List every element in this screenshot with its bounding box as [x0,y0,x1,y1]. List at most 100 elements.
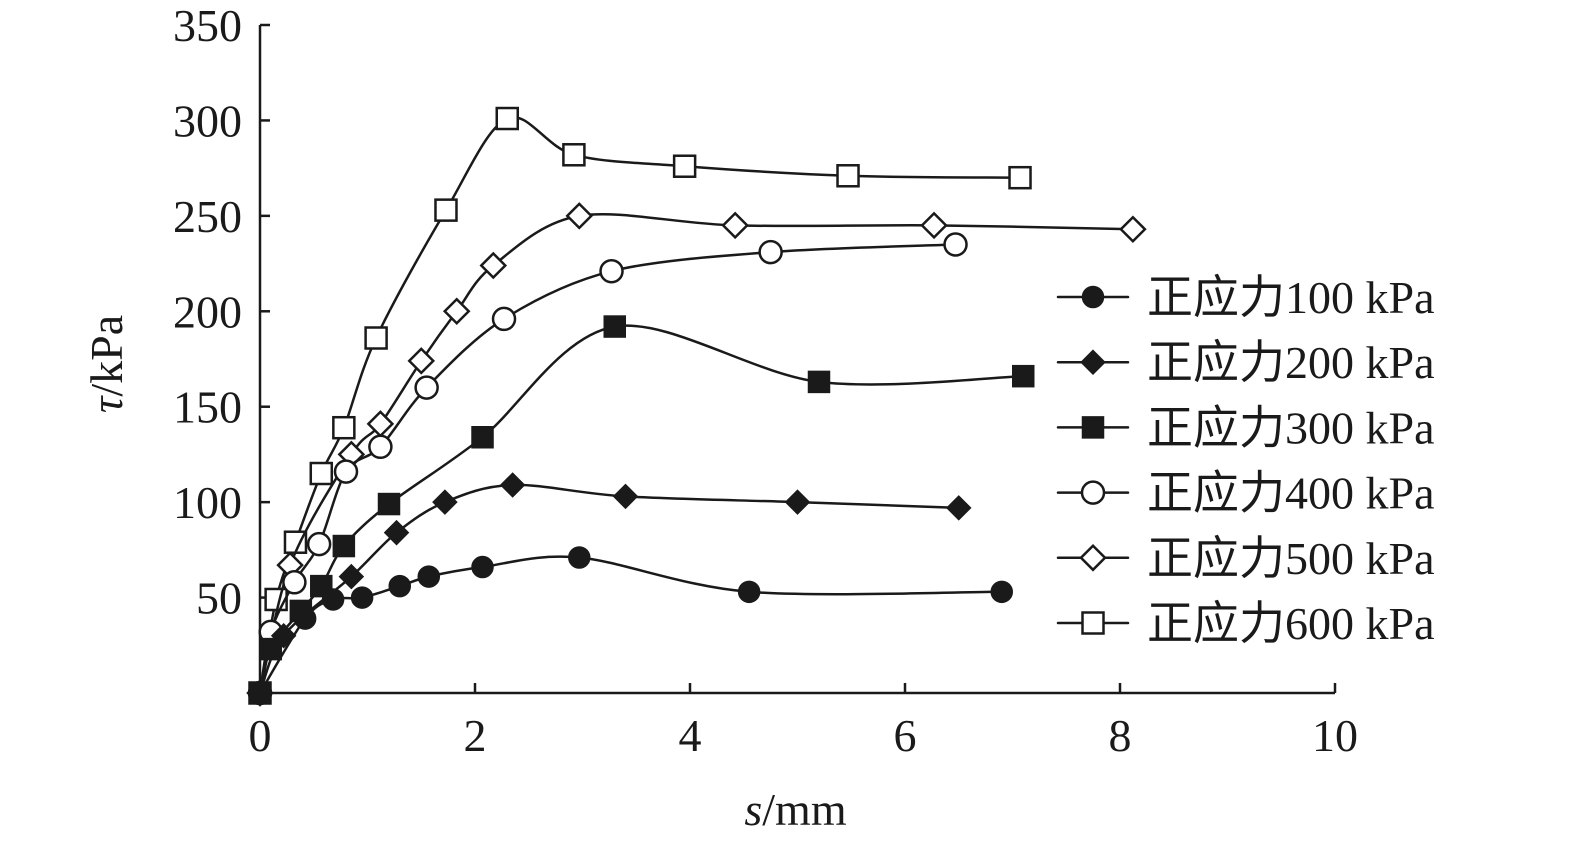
series-group [246,106,1147,707]
data-point [807,370,831,394]
x-axis-title: s/mm [744,784,846,835]
x-tick-label: 2 [464,710,487,761]
data-point [350,586,374,609]
series-4 [247,232,968,706]
data-point [672,154,697,178]
y-axis-title-unit: /kPa [81,315,132,397]
series-6 [248,106,1032,705]
y-axis-title: τ/kPa [81,315,132,413]
x-tick-label: 8 [1109,710,1132,761]
data-point [333,459,359,484]
legend-marker [1081,285,1105,309]
series-1 [248,546,1013,705]
data-point [990,580,1013,604]
data-point [309,461,334,486]
data-point [248,681,272,705]
legend-item: 正应力500 kPa [1056,533,1435,584]
legend-marker [1081,416,1105,439]
y-tick-label: 50 [196,573,242,624]
legend-item: 正应力400 kPa [1056,468,1435,519]
data-point [784,489,811,515]
data-point [495,106,519,131]
data-point [364,326,388,350]
data-point [737,580,761,604]
series-line [258,243,957,695]
data-point [1119,215,1147,243]
legend-item: 正应力200 kPa [1056,337,1435,388]
data-point [612,483,639,510]
legend-label: 正应力300 kPa [1147,402,1435,453]
data-point [414,375,439,400]
series-5 [246,202,1147,707]
legend-item: 正应力300 kPa [1056,402,1435,453]
series-line [258,555,1004,695]
y-axis-title-symbol: τ [81,395,132,413]
data-point [332,415,356,440]
data-point [479,251,508,280]
data-point [471,426,494,449]
series-3 [248,315,1035,705]
data-point [758,239,783,265]
data-point [603,315,626,338]
tick-marks: 0 2 4 6 8 10 50 100 150 200 250 300 350 [173,0,1358,761]
data-point [499,472,526,498]
x-axis-title-unit: /mm [762,784,847,835]
data-point [442,297,471,326]
data-point [1008,165,1032,190]
legend-marker [1079,544,1107,572]
data-point [264,587,288,612]
x-axis-title-symbol: s [744,784,762,835]
legend-marker [1080,349,1106,375]
data-point [434,198,458,222]
data-point [568,546,591,569]
data-point [836,164,860,188]
data-point [282,570,307,595]
data-point [599,258,624,284]
data-point [471,555,494,579]
data-point [565,202,594,230]
data-point [417,565,441,588]
x-tick-label: 6 [894,710,917,761]
data-point [920,211,948,240]
legend-item: 正应力100 kPa [1056,272,1435,323]
y-tick-label: 300 [173,95,242,146]
data-point [388,574,411,598]
data-point [383,519,410,546]
series-line [258,115,1022,695]
data-point [945,495,972,521]
y-tick-label: 200 [173,286,242,337]
data-point [338,563,365,590]
y-tick-label: 100 [173,477,242,528]
series-line [258,213,1135,695]
data-point [332,534,356,558]
data-point [432,489,458,515]
data-point [306,531,332,557]
y-tick-label: 350 [173,0,242,51]
data-point [407,347,436,375]
legend-item: 正应力600 kPa [1056,598,1435,649]
series-line [258,324,1025,695]
data-point [491,306,517,332]
legend-label: 正应力500 kPa [1147,533,1435,584]
legend-label: 正应力100 kPa [1147,272,1435,323]
legend: 正应力100 kPa 正应力200 kPa 正应力300 kPa 正应力400 kPa… [1056,272,1435,649]
data-point [721,211,749,240]
x-tick-label: 10 [1312,710,1358,761]
legend-marker [1080,480,1106,505]
legend-marker [1081,611,1105,635]
data-point [368,434,393,460]
data-point [321,588,345,611]
axes [258,25,1335,695]
data-point [377,492,401,516]
legend-label: 正应力400 kPa [1147,468,1435,519]
legend-label: 正应力600 kPa [1147,598,1435,649]
y-tick-label: 250 [173,191,242,242]
x-tick-label: 0 [249,710,272,761]
y-tick-label: 150 [173,382,242,433]
x-tick-label: 4 [679,710,702,761]
data-point [1012,364,1035,388]
data-point [293,607,317,630]
data-point [562,143,586,167]
